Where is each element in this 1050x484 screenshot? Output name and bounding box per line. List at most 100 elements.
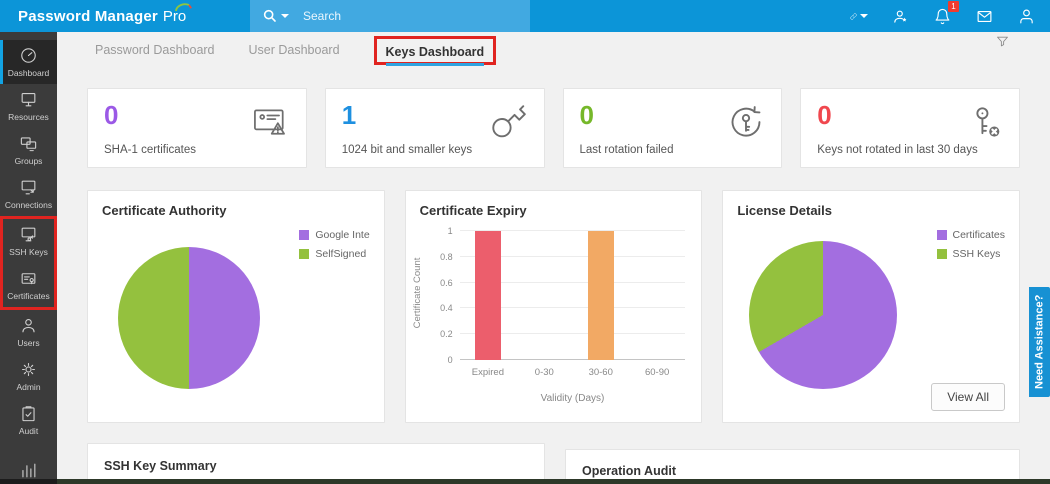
- need-assistance-tab[interactable]: Need Assistance?: [1029, 287, 1050, 397]
- user-profile-icon[interactable]: [1018, 7, 1036, 25]
- y-tick-label: 0.8: [440, 251, 453, 262]
- stat-card-last-rotation-failed[interactable]: 0 Last rotation failed: [562, 88, 783, 168]
- y-tick-label: 0.6: [440, 277, 453, 288]
- admin-icon: [22, 363, 35, 376]
- top-header-bar: Password Manager Pro: [0, 0, 1050, 32]
- sidebar-item-admin[interactable]: Admin: [0, 354, 57, 398]
- left-navigation-sidebar: Dashboard Resources Groups Connections S…: [0, 32, 57, 484]
- reports-icon: [22, 463, 36, 477]
- view-all-button[interactable]: View All: [931, 383, 1006, 411]
- card-title: SSH Key Summary: [104, 459, 217, 473]
- search-scope-caret-icon: [281, 14, 289, 18]
- search-input[interactable]: [303, 9, 493, 23]
- stat-card-keys-not-rotated[interactable]: 0 Keys not rotated in last 30 days: [800, 88, 1020, 168]
- chart-title: Certificate Expiry: [419, 203, 527, 218]
- tab-keys-dashboard[interactable]: Keys Dashboard: [385, 44, 485, 66]
- search-icon[interactable]: [262, 8, 289, 24]
- sidebar-item-connections[interactable]: Connections: [0, 172, 57, 216]
- card-title: Operation Audit: [582, 464, 676, 478]
- sidebar-item-dashboard[interactable]: Dashboard: [0, 40, 57, 84]
- sidebar-item-certificates[interactable]: Certificates: [3, 263, 54, 307]
- filter-funnel-icon[interactable]: [995, 34, 1010, 54]
- y-tick-label: 0.2: [440, 329, 453, 340]
- chart-title: Certificate Authority: [102, 203, 227, 218]
- stat-card-row: 0 SHA-1 certificates 1 1024 bit and smal…: [87, 88, 1020, 168]
- x-tick-label: Expired: [471, 367, 504, 378]
- x-tick-label: 60-90: [644, 367, 670, 378]
- stat-label: SHA-1 certificates: [104, 144, 197, 156]
- legend-label: Google Inte: [315, 229, 370, 241]
- key-disabled-icon: [965, 103, 1003, 146]
- stat-value: 0: [817, 100, 832, 130]
- gridline: [459, 333, 686, 335]
- app-title: Password Manager: [18, 7, 158, 25]
- sidebar-item-label: Admin: [16, 382, 41, 392]
- y-tick-label: 0: [447, 355, 453, 365]
- legend-item: Google Inte: [299, 229, 370, 241]
- stat-card-sha1-certificates[interactable]: 0 SHA-1 certificates: [87, 88, 307, 168]
- legend-item: SelfSigned: [299, 248, 369, 260]
- legend-swatch: [299, 230, 310, 240]
- sidebar-item-resources[interactable]: Resources: [0, 84, 57, 128]
- annotation-box-sidebar: SSH Keys Certificates: [0, 216, 57, 310]
- tab-password-dashboard[interactable]: Password Dashboard: [95, 43, 215, 57]
- legend-swatch: [936, 230, 947, 240]
- app-title-pro: Pro: [163, 2, 193, 25]
- stat-card-1024-bit-keys[interactable]: 1 1024 bit and smaller keys: [324, 88, 545, 168]
- bottom-card-row: SSH Key Summary Operation Audit: [87, 443, 1020, 484]
- x-labels: Expired 0-30 30-60 60-90: [460, 367, 686, 378]
- user-star-icon[interactable]: [892, 7, 910, 25]
- sidebar-item-label: Users: [17, 338, 40, 348]
- sidebar-item-ssh-keys[interactable]: SSH Keys: [3, 219, 54, 263]
- bar-plot: 0 0.2 0.4 0.6 0.8 1: [440, 226, 686, 365]
- chart-title: License Details: [737, 203, 832, 218]
- users-icon: [22, 319, 35, 333]
- notifications-bell-icon[interactable]: 1: [934, 1, 959, 25]
- ssh-key-summary-card: SSH Key Summary: [87, 443, 545, 484]
- certificate-authority-legend: Google Inte SelfSigned: [299, 229, 370, 267]
- y-axis-title: Certificate Count: [411, 257, 423, 329]
- chart-card-row: Certificate Authority Google Inte SelfSi…: [87, 190, 1021, 423]
- header-icon-group: 1: [850, 0, 1036, 32]
- stat-value: 0: [104, 100, 119, 130]
- stat-value: 1: [341, 100, 357, 130]
- sidebar-item-label: Connections: [4, 200, 53, 210]
- gridline: [459, 359, 686, 360]
- sidebar-item-label: Groups: [14, 156, 43, 166]
- sidebar-item-reports[interactable]: [0, 448, 57, 484]
- gridline: [459, 307, 686, 309]
- certificate-authority-card: Certificate Authority Google Inte SelfSi…: [87, 190, 385, 423]
- link-icon[interactable]: [850, 7, 868, 25]
- ssh-keys-icon: [21, 227, 36, 242]
- sidebar-item-audit[interactable]: Audit: [0, 398, 57, 442]
- bar-30-60: [587, 231, 614, 360]
- sidebar-item-groups[interactable]: Groups: [0, 128, 57, 172]
- sidebar-item-users[interactable]: Users: [0, 310, 57, 354]
- connections-icon: [21, 180, 36, 195]
- app-logo: Password Manager Pro: [18, 0, 193, 32]
- sidebar-item-label: Resources: [8, 112, 49, 122]
- certificate-authority-pie-chart[interactable]: [118, 247, 260, 389]
- gridline: [459, 281, 686, 283]
- operation-audit-card: Operation Audit: [565, 449, 1020, 484]
- bar-Expired: [474, 231, 501, 360]
- logo-swoosh-icon: [175, 2, 193, 11]
- license-details-pie-chart[interactable]: [749, 241, 898, 389]
- audit-icon: [22, 406, 35, 422]
- groups-icon: [20, 137, 37, 152]
- key-rotation-icon: [727, 103, 765, 146]
- stat-value: 0: [579, 100, 594, 130]
- dashboard-tab-bar: Password Dashboard User Dashboard Keys D…: [57, 32, 1050, 68]
- sidebar-item-label: SSH Keys: [9, 247, 48, 257]
- tab-user-dashboard[interactable]: User Dashboard: [248, 43, 340, 57]
- gridline: [459, 230, 686, 231]
- x-tick-label: 30-60: [588, 367, 613, 378]
- y-tick-label: 1: [447, 226, 453, 236]
- stat-label: Keys not rotated in last 30 days: [817, 144, 978, 156]
- mail-icon[interactable]: [976, 7, 994, 25]
- certificate-warning-icon: [252, 103, 290, 146]
- license-details-card: License Details Certificates SSH Keys Vi…: [722, 190, 1021, 423]
- legend-item: SSH Keys: [936, 248, 1006, 260]
- dashboard-icon: [21, 48, 36, 63]
- main-content: 0 SHA-1 certificates 1 1024 bit and smal…: [57, 68, 1050, 484]
